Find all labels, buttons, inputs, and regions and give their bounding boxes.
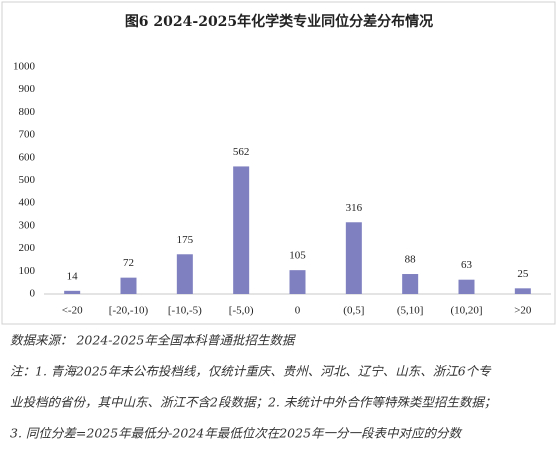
y-tick-label: 700	[19, 129, 36, 141]
x-tick-label: [-10,-5)	[168, 305, 202, 317]
x-tick-label: [-5,0)	[229, 305, 254, 317]
data-label: 88	[405, 254, 417, 266]
data-label: 25	[517, 268, 529, 280]
data-label: 72	[123, 257, 134, 269]
bar	[289, 270, 306, 294]
data-label: 562	[233, 146, 250, 158]
x-tick-label: (0,5]	[343, 305, 364, 317]
y-tick-label: 1000	[13, 61, 36, 73]
y-tick-label: 400	[19, 197, 36, 209]
y-tick-label: 100	[19, 265, 36, 277]
y-tick-label: 300	[19, 219, 36, 231]
x-tick-label: >20	[514, 305, 532, 317]
bar	[458, 279, 475, 294]
data-label: 14	[67, 270, 79, 282]
x-tick-label: 0	[295, 305, 301, 317]
x-tick-label: (5,10]	[397, 305, 424, 317]
bar	[233, 166, 250, 294]
chart-title: 图6 2024-2025年化学类专业同位分差分布情况	[125, 13, 433, 30]
y-tick-label: 500	[19, 174, 36, 186]
x-tick-label: <-20	[62, 305, 83, 317]
bar	[64, 290, 81, 294]
y-tick-label: 800	[19, 106, 36, 118]
note: 注：1. 青海2025年未公布投档线，仅统计重庆、贵州、河北、辽宁、山东、浙江6…	[10, 364, 492, 379]
bar	[514, 288, 531, 294]
data-label: 316	[346, 202, 363, 214]
data-label: 63	[461, 259, 473, 271]
y-tick-label: 600	[19, 151, 36, 163]
x-tick-label: (10,20]	[450, 305, 482, 317]
note: 业投档的省份，其中山东、浙江不含2段数据；2. 未统计中外合作等特殊类型招生数据…	[10, 395, 496, 410]
bar	[120, 277, 137, 294]
x-tick-label: [-20,-10)	[109, 305, 149, 317]
y-tick-label: 0	[30, 288, 36, 300]
y-tick-label: 200	[19, 242, 36, 254]
y-tick-label: 900	[19, 83, 36, 95]
bar	[345, 222, 362, 294]
data-label: 175	[177, 234, 194, 246]
data-label: 105	[289, 250, 306, 262]
chart-frame	[1, 1, 556, 325]
bar	[176, 254, 193, 294]
bar	[402, 274, 419, 294]
note: 数据来源： 2024-2025年全国本科普通批招生数据	[10, 333, 297, 348]
note: 3. 同位分差=2025年最低分-2024年最低位次在2025年一分一段表中对应…	[10, 426, 463, 441]
